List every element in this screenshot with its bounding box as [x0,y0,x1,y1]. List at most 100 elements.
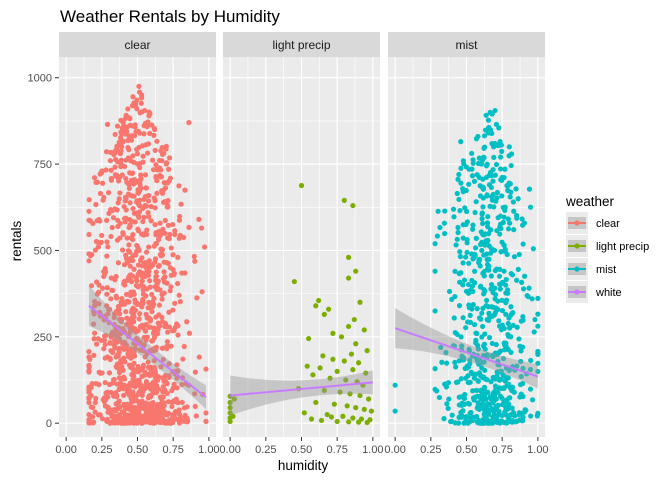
data-point [160,389,166,395]
data-point [147,324,153,330]
data-point [492,107,498,114]
data-point [161,269,167,275]
data-point [488,379,494,385]
data-point [129,278,135,285]
data-point [134,151,140,157]
data-point [479,247,485,254]
data-point [123,207,129,213]
data-point [92,299,98,305]
data-point [192,403,198,409]
data-point [353,405,359,411]
data-point [503,311,509,317]
data-point [450,206,457,212]
data-point [162,274,168,280]
data-point [139,263,145,269]
data-point [171,398,177,404]
data-point [162,198,168,205]
data-point [86,399,92,406]
data-point [444,360,450,366]
data-point [149,157,156,163]
data-point [104,121,111,127]
data-point [521,220,528,226]
data-point [119,301,125,308]
data-point [99,180,106,186]
data-point [153,382,160,389]
data-point [104,253,110,259]
data-point [331,401,337,407]
data-point [493,413,499,419]
data-point [121,215,128,222]
data-point [115,223,121,230]
trend-line [88,304,207,399]
data-point [166,361,172,367]
data-point [435,208,441,214]
data-point [145,210,151,216]
data-point [104,303,110,309]
data-point [452,420,458,426]
data-point [472,209,478,216]
data-point [463,288,470,294]
data-point [344,403,350,409]
data-point [484,192,490,198]
data-point [150,330,157,336]
data-point [452,268,458,274]
data-point [496,125,502,131]
data-point [490,304,497,311]
data-point [147,278,153,284]
data-point [123,157,129,163]
data-point [157,220,163,226]
data-point [495,215,501,221]
data-point [99,416,106,422]
data-point [498,225,504,232]
data-point [524,293,530,299]
data-point [115,200,121,206]
data-point [456,402,462,408]
data-point [451,315,457,321]
data-point [176,235,182,241]
data-point [497,154,504,160]
legend-entry-clear: clear [566,212,620,234]
data-point [152,205,158,211]
data-point [91,352,97,358]
data-point [498,166,504,172]
data-point [146,192,152,199]
data-point [479,365,485,371]
data-point [152,147,158,153]
y-tick-label: 500 [34,245,52,257]
series-clear [86,83,209,426]
data-point [159,345,165,351]
data-point [357,299,363,305]
data-point [518,358,524,365]
data-point [122,359,128,365]
data-point [449,296,455,302]
data-point [432,308,438,314]
data-point [474,305,480,312]
data-point [108,167,114,173]
data-point [131,193,137,199]
data-point [153,173,159,180]
data-point [105,190,112,196]
data-point [483,251,490,257]
data-point [515,196,521,202]
data-point [432,241,438,247]
data-point [350,367,356,373]
data-point [126,115,132,121]
data-point [490,167,496,173]
data-point [148,218,154,224]
data-point [475,346,481,352]
data-point [179,399,185,406]
data-point [156,302,163,308]
data-point [497,368,503,375]
data-point [165,329,171,335]
data-point [118,318,124,325]
data-point [94,218,100,224]
facet-panel-clear: clear [59,32,216,437]
data-point [93,341,100,347]
data-point [118,415,124,421]
data-point [110,418,117,424]
data-point [201,244,208,250]
data-point [363,370,369,376]
data-point [132,219,138,225]
data-point [108,334,114,340]
data-point [175,409,181,416]
